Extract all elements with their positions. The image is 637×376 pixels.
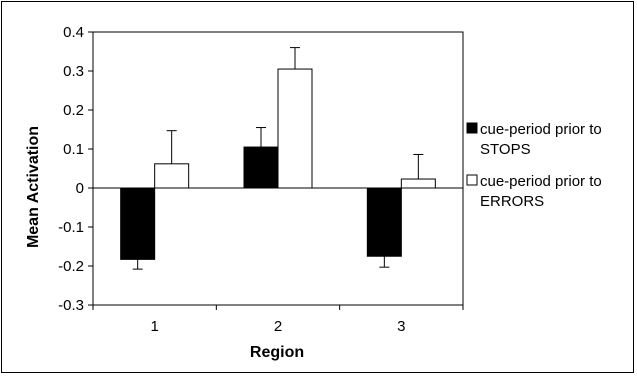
x-axis: 1 2 3 <box>92 305 464 335</box>
y-axis-title: Mean Activation <box>25 126 42 248</box>
legend: cue-period prior to STOPS cue-period pri… <box>466 121 602 210</box>
legend-label-errors-line2: ERRORS <box>480 193 544 210</box>
bar-series-2 <box>154 163 190 189</box>
y-axis: 0.4 0.3 0.2 0.1 0 -0.1 -0.2 -0.3 <box>58 24 93 314</box>
legend-swatch-errors <box>466 174 478 186</box>
y-tick-label: 0.3 <box>63 63 84 80</box>
legend-label-stops-line2: STOPS <box>480 141 531 158</box>
bar-series-2 <box>277 68 313 189</box>
y-tick-label: 0.4 <box>63 24 84 41</box>
legend-swatch-stops <box>466 122 478 134</box>
legend-item-stops: cue-period prior to STOPS <box>466 121 602 158</box>
bar-series-2 <box>400 178 436 189</box>
y-tick-label: -0.3 <box>58 297 84 314</box>
plot-area <box>92 31 464 306</box>
legend-item-errors: cue-period prior to ERRORS <box>466 173 602 210</box>
y-tick-label: -0.2 <box>58 258 84 275</box>
legend-label-stops-line1: cue-period prior to <box>480 121 602 138</box>
legend-label-errors-line1: cue-period prior to <box>480 173 602 190</box>
x-tick-label: 2 <box>274 318 282 335</box>
y-tick-label: 0.2 <box>63 102 84 119</box>
bar-series-1 <box>243 146 279 189</box>
x-tick-label: 1 <box>150 318 158 335</box>
y-tick-label: 0.1 <box>63 141 84 158</box>
bar-group <box>120 68 436 260</box>
x-tick-label: 3 <box>397 318 405 335</box>
y-tick-label: 0 <box>76 180 84 197</box>
bar-series-1 <box>120 187 156 260</box>
bar-series-1 <box>366 187 402 257</box>
error-bars <box>132 47 424 270</box>
x-axis-title: Region <box>250 344 304 361</box>
y-tick-label: -0.1 <box>58 219 84 236</box>
